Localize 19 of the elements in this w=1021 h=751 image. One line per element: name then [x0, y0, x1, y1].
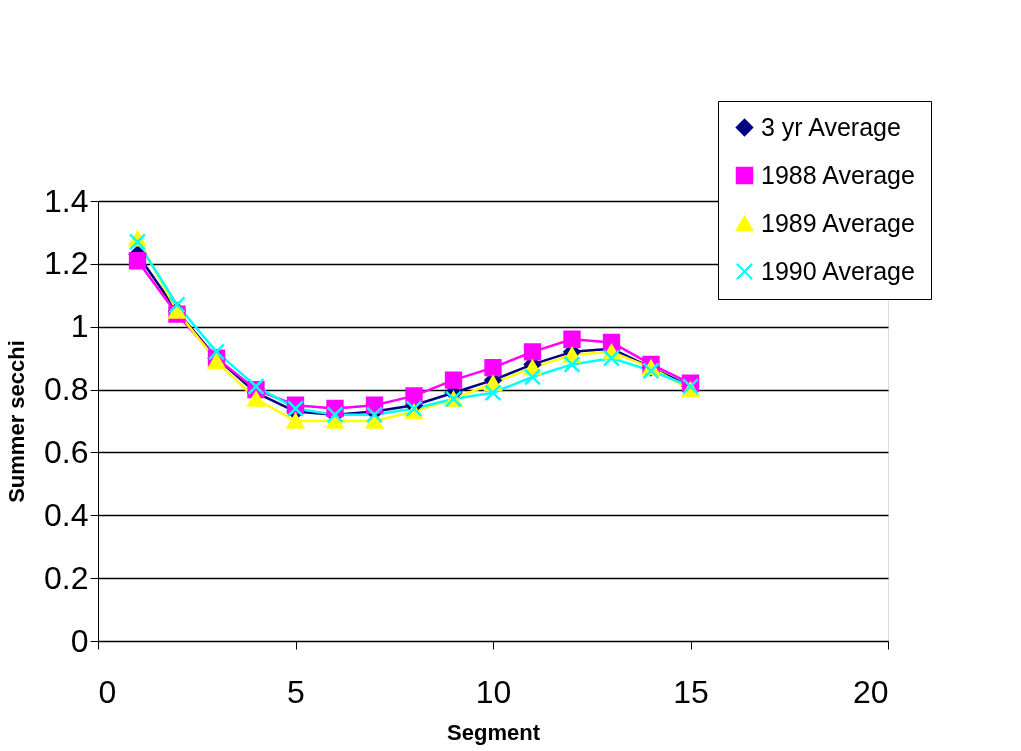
- x-tick-label: 15: [673, 673, 709, 710]
- y-tick-label: 0.6: [44, 433, 89, 470]
- x-tick-label: 10: [475, 673, 512, 710]
- x-axis-title: Segment: [447, 719, 541, 745]
- x-tick-label: 20: [852, 673, 889, 710]
- legend-label: 1990 Average: [761, 256, 915, 285]
- y-axis-title: Summer secchi: [4, 340, 30, 503]
- y-tick-label: 0.4: [44, 496, 89, 533]
- x-tick-label: 0: [98, 673, 117, 710]
- y-tick-label: 1: [70, 308, 89, 345]
- legend-label: 1989 Average: [761, 208, 915, 237]
- y-tick-label: 1.4: [44, 182, 89, 219]
- y-tick-label: 1.2: [44, 245, 89, 282]
- x-tick-label: 5: [287, 673, 305, 710]
- y-tick-label: 0.8: [44, 371, 89, 408]
- y-tick-label: 0.2: [44, 559, 89, 596]
- legend-label: 3 yr Average: [761, 112, 901, 141]
- legend-label: 1988 Average: [761, 160, 915, 189]
- y-tick-label: 0: [70, 622, 89, 659]
